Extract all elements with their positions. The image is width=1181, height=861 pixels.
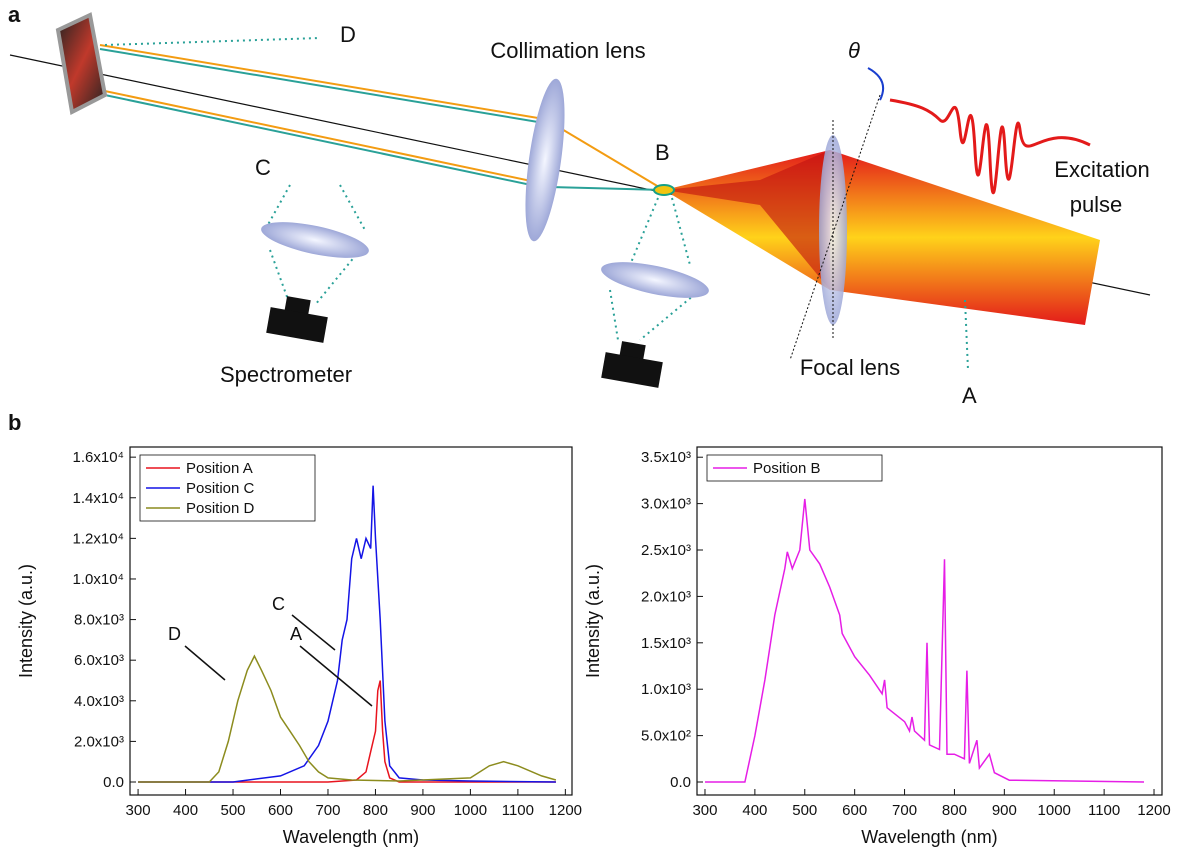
y-tick-label: 6.0x10³ bbox=[74, 652, 124, 669]
x-tick-label: 500 bbox=[221, 802, 246, 819]
plot-frame bbox=[696, 446, 1163, 796]
annotation-leader bbox=[299, 645, 373, 707]
y-axis-label: Intensity (a.u.) bbox=[16, 564, 36, 678]
chart: 300 400 500 600 700 800 900 1000 1100 1200 0.0 2.0x… bbox=[16, 446, 582, 847]
focus-spot bbox=[653, 184, 675, 196]
annotation-leader bbox=[291, 614, 336, 651]
x-tick-label: 1200 bbox=[1137, 802, 1170, 819]
x-tick-label: 1200 bbox=[549, 802, 582, 819]
label: Collimation lens bbox=[490, 38, 645, 63]
y-tick-label: 1.5x10³ bbox=[641, 635, 691, 652]
legend-label: Position B bbox=[753, 460, 821, 477]
y-tick-label: 1.0x10³ bbox=[641, 681, 691, 698]
spectrometer-lens bbox=[601, 262, 709, 298]
excitation-beam bbox=[664, 150, 1100, 325]
x-tick-label: 800 bbox=[363, 802, 388, 819]
y-tick-label: 2.0x10³ bbox=[641, 588, 691, 605]
x-tick-label: 1000 bbox=[1038, 802, 1071, 819]
y-tick-label: 1.4x10⁴ bbox=[73, 490, 124, 507]
label: Focal lens bbox=[800, 355, 900, 380]
legend-label: Position D bbox=[186, 500, 255, 517]
series-line bbox=[138, 485, 556, 783]
y-tick-label: 3.0x10³ bbox=[641, 496, 691, 513]
collimation-lens bbox=[525, 78, 565, 242]
x-axis-label: Wavelength (nm) bbox=[283, 827, 419, 847]
beam-focus bbox=[664, 150, 830, 290]
y-tick-label: 2.0x10³ bbox=[74, 733, 124, 750]
label: θ bbox=[848, 38, 860, 63]
plot-area bbox=[705, 498, 1145, 783]
x-tick-label: 900 bbox=[992, 802, 1017, 819]
y-tick-label: 1.2x10⁴ bbox=[73, 530, 124, 547]
y-tick-label: 0.0 bbox=[103, 774, 124, 791]
y-tick-label: 4.0x10³ bbox=[74, 693, 124, 710]
panel-label: a bbox=[8, 2, 21, 27]
y-tick-label: 5.0x10² bbox=[641, 728, 691, 745]
x-tick-label: 600 bbox=[842, 802, 867, 819]
label: C bbox=[255, 155, 271, 180]
diagram: a D Collimation lens θ B C Excitation pu… bbox=[8, 2, 1151, 435]
y-tick-label: 8.0x10³ bbox=[74, 612, 124, 629]
x-tick-label: 800 bbox=[942, 802, 967, 819]
spectrometer-lens bbox=[261, 222, 369, 258]
series-line bbox=[138, 654, 557, 783]
x-tick-label: 400 bbox=[742, 802, 767, 819]
y-tick-label: 3.5x10³ bbox=[641, 449, 691, 466]
annotation: A bbox=[290, 624, 302, 644]
annotation: D bbox=[168, 624, 181, 644]
label: B bbox=[655, 140, 670, 165]
angle-arrow bbox=[867, 67, 884, 101]
series-line bbox=[705, 498, 1145, 783]
x-tick-label: 900 bbox=[410, 802, 435, 819]
annotation-leader bbox=[184, 645, 226, 681]
label: A bbox=[962, 383, 977, 408]
x-tick-label: 600 bbox=[268, 802, 293, 819]
plot-area bbox=[138, 485, 557, 783]
x-tick-label: 1100 bbox=[1088, 802, 1120, 819]
x-tick-label: 300 bbox=[692, 802, 717, 819]
x-tick-label: 400 bbox=[173, 802, 198, 819]
tilt-axis bbox=[789, 94, 881, 361]
x-tick-label: 300 bbox=[126, 802, 151, 819]
series-line bbox=[138, 680, 556, 783]
label: Spectrometer bbox=[220, 362, 352, 387]
dotted-guides bbox=[104, 37, 969, 371]
legend-label: Position C bbox=[186, 480, 255, 497]
y-tick-label: 2.5x10³ bbox=[641, 542, 691, 559]
x-axis-label: Wavelength (nm) bbox=[861, 827, 997, 847]
y-tick-label: 1.6x10⁴ bbox=[73, 449, 124, 466]
legend-label: Position A bbox=[186, 460, 253, 477]
panel-label: b bbox=[8, 410, 21, 435]
x-tick-label: 500 bbox=[792, 802, 817, 819]
annotation: C bbox=[272, 594, 285, 614]
plot-frame bbox=[129, 446, 573, 796]
spectrometer bbox=[266, 296, 663, 388]
mirror bbox=[55, 12, 108, 116]
label: pulse bbox=[1070, 192, 1123, 217]
y-tick-label: 1.0x10⁴ bbox=[73, 571, 124, 588]
y-tick-label: 0.0 bbox=[670, 774, 691, 791]
x-tick-label: 700 bbox=[315, 802, 340, 819]
x-tick-label: 700 bbox=[892, 802, 917, 819]
x-tick-label: 1000 bbox=[454, 802, 487, 819]
label: Excitation bbox=[1054, 157, 1149, 182]
y-axis-label: Intensity (a.u.) bbox=[583, 564, 603, 678]
chart: 300 400 500 600 700 800 900 1000 1100 1200 0.0 5.0x… bbox=[583, 446, 1171, 847]
excitation-pulse bbox=[889, 98, 1091, 195]
emission-beams bbox=[99, 44, 665, 191]
label: D bbox=[340, 22, 356, 47]
x-tick-label: 1100 bbox=[502, 802, 534, 819]
